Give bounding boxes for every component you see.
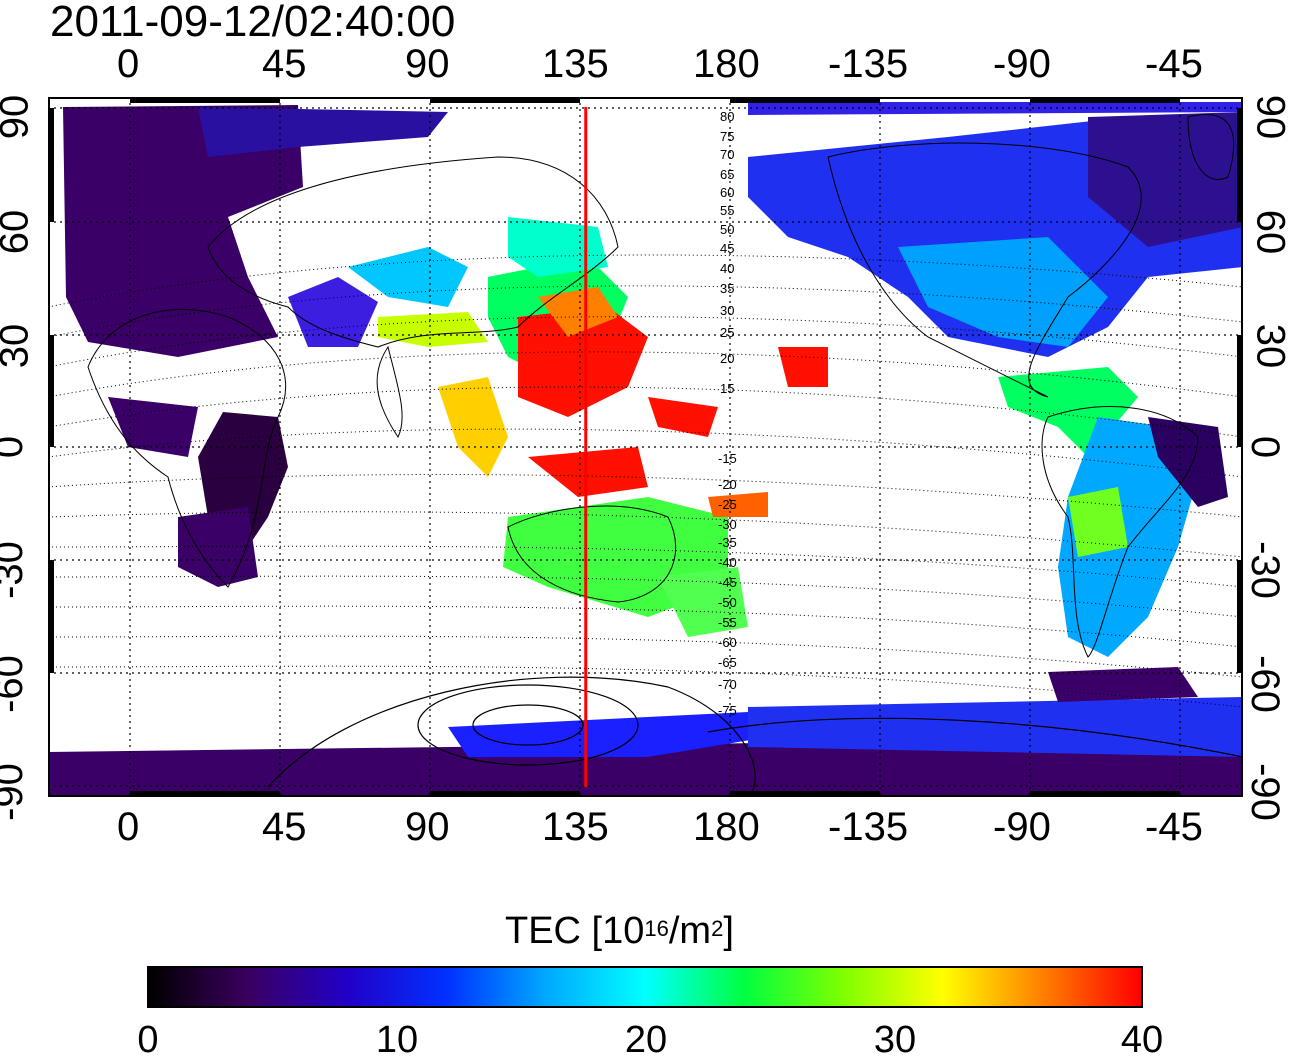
mag-lat-label: 15	[720, 381, 734, 396]
bottom-lon-tick: 90	[405, 805, 450, 849]
colorbar-title-main: TEC [10	[505, 910, 645, 952]
right-lat-tick: 90	[1248, 94, 1292, 140]
bottom-lon-tick: 0	[117, 805, 140, 849]
left-lat-tick: -90	[0, 763, 31, 821]
colorbar-tick-label: 20	[624, 1019, 668, 1061]
mag-lat-label: -55	[718, 615, 737, 630]
top-lon-tick: 90	[405, 42, 450, 86]
colorbar-tick-label: 30	[873, 1019, 917, 1061]
left-lat-tick: -60	[0, 655, 31, 713]
mag-lat-label: -15	[718, 451, 737, 466]
left-lat-tick: 90	[0, 94, 37, 140]
top-lon-tick: 45	[262, 42, 307, 86]
mag-lat-label: 60	[720, 185, 734, 200]
mag-lat-label: -45	[718, 575, 737, 590]
left-lat-tick: 0	[0, 436, 31, 458]
mag-lat-labels: 80 75 70 65 60 55 50 45 40 35 30 25 20 1…	[718, 109, 737, 718]
bottom-lon-tick: -135	[828, 805, 909, 849]
right-lat-tick: -30	[1242, 541, 1287, 599]
mag-lat-label: 70	[720, 147, 734, 162]
tec-colorbar	[147, 966, 1143, 1008]
graticule	[48, 97, 1243, 797]
colorbar-title: TEC [1016/m2]	[505, 908, 734, 954]
colorbar-tick-label: 0	[137, 1019, 159, 1061]
mag-lat-label: 40	[720, 261, 734, 276]
mag-lat-label: 35	[720, 281, 734, 296]
colorbar-tick-label: 10	[375, 1019, 419, 1061]
mag-lat-label: 75	[720, 129, 734, 144]
left-lat-tick: 30	[0, 323, 37, 369]
top-lon-tick: -135	[828, 42, 909, 86]
mag-lat-label: 80	[720, 109, 734, 124]
mag-lat-label: 50	[720, 222, 734, 237]
mag-lat-label: 30	[720, 303, 734, 318]
right-lat-tick: 30	[1248, 323, 1292, 369]
colorbar-title-close: ]	[723, 910, 734, 952]
mag-lat-label: -70	[718, 677, 737, 692]
mag-lat-label: -65	[718, 655, 737, 670]
right-lat-tick: 0	[1243, 435, 1288, 459]
tec-map: 80 75 70 65 60 55 50 45 40 35 30 25 20 1…	[48, 97, 1243, 797]
top-lon-tick: 0	[117, 42, 140, 86]
magnetic-latitude-contours	[48, 254, 1243, 708]
mag-lat-label: -25	[718, 497, 737, 512]
right-lat-tick: -90	[1242, 763, 1287, 821]
mag-lat-label: 25	[720, 325, 734, 340]
mag-lat-label: 65	[720, 167, 734, 182]
top-lon-tick: -45	[1145, 42, 1203, 86]
right-lat-tick: 60	[1248, 209, 1292, 255]
colorbar-title-unit: /m	[668, 910, 712, 952]
mag-lat-label: -30	[718, 517, 737, 532]
bottom-lon-tick: 135	[542, 805, 609, 849]
mag-lat-label: -35	[718, 535, 737, 550]
mag-lat-label: -20	[718, 477, 737, 492]
mag-lat-label: -75	[718, 703, 737, 718]
colorbar-title-unit-exponent: 2	[711, 916, 724, 941]
colorbar-tick-label: 40	[1120, 1019, 1164, 1061]
bottom-lon-tick: 180	[693, 805, 760, 849]
map-timestamp: 2011-09-12/02:40:00	[50, 0, 456, 46]
left-lat-tick: 60	[0, 209, 37, 255]
mag-lat-label: 55	[720, 203, 734, 218]
magnetic-pole-contours	[267, 676, 1243, 797]
bottom-lon-tick: 45	[262, 805, 307, 849]
axis-end-bars	[48, 97, 1243, 797]
mag-lat-label: -40	[718, 555, 737, 570]
top-lon-tick: 135	[542, 42, 609, 86]
coastlines	[87, 114, 1235, 658]
right-lat-tick: -60	[1242, 655, 1287, 713]
mag-lat-label: -50	[718, 595, 737, 610]
colorbar-title-exponent: 16	[644, 916, 669, 941]
mag-lat-label: 45	[720, 241, 734, 256]
tec-data-layer	[48, 102, 1243, 797]
bottom-lon-tick: -90	[993, 805, 1051, 849]
mag-lat-label: 20	[720, 351, 734, 366]
top-lon-tick: 180	[693, 42, 760, 86]
top-lon-tick: -90	[993, 42, 1051, 86]
bottom-lon-tick: -45	[1145, 805, 1203, 849]
left-lat-tick: -30	[0, 541, 31, 599]
mag-lat-label: -60	[718, 635, 737, 650]
